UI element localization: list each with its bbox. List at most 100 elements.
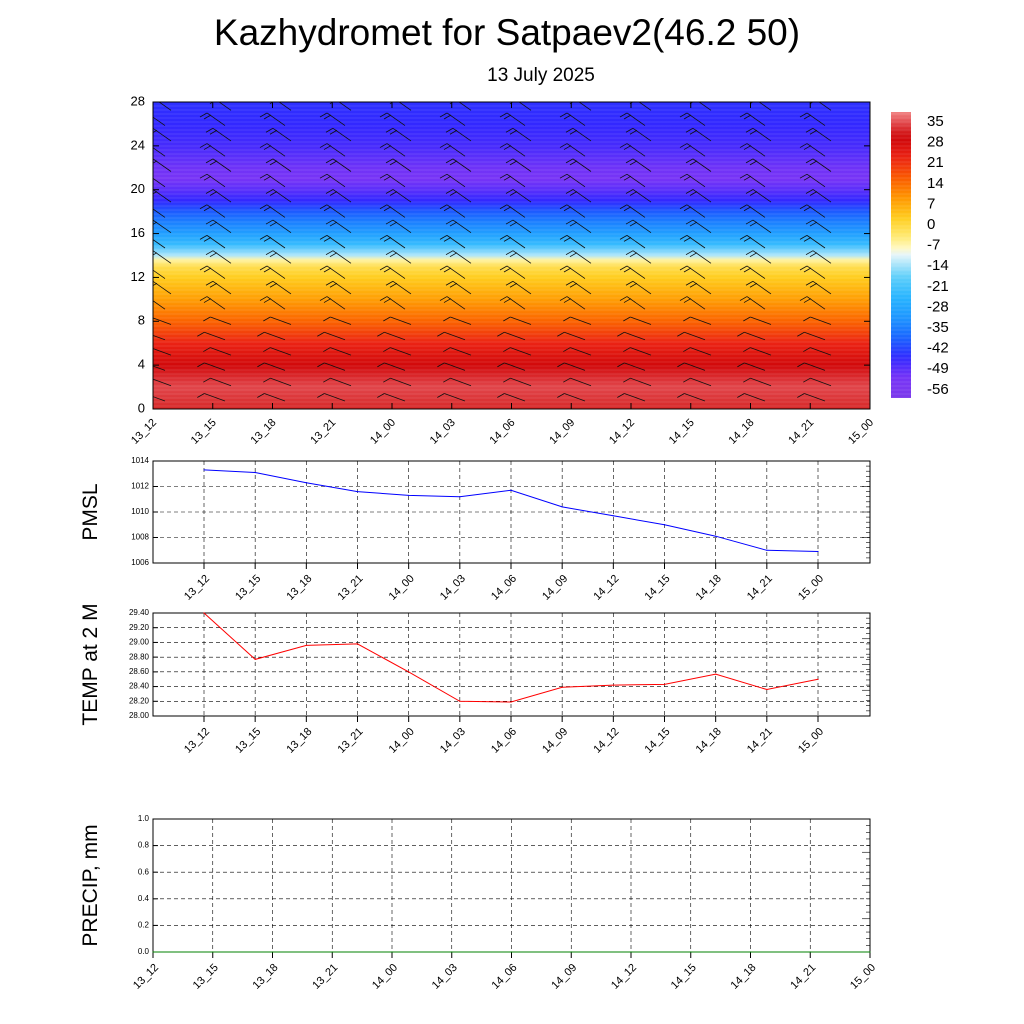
y-axis-label: PRECIP, mm <box>79 824 102 946</box>
wind-barb <box>439 112 466 126</box>
wind-barb <box>199 143 226 157</box>
wind-barb <box>319 143 346 157</box>
data-point <box>749 951 752 953</box>
wind-barb <box>203 377 232 387</box>
wind-barb <box>439 173 466 188</box>
wind-barb <box>379 143 406 157</box>
wind-barb <box>379 235 406 249</box>
y-tick-label: 28.00 <box>129 711 150 720</box>
colorbar-label: -7 <box>927 237 940 254</box>
wind-barb <box>153 365 166 371</box>
y-tick-label: 1012 <box>131 482 149 491</box>
x-tick-label: 14_21 <box>745 573 775 603</box>
y-tick-label: 1014 <box>131 456 149 465</box>
wind-barb <box>737 362 766 371</box>
wind-barb <box>503 316 532 325</box>
wind-barb <box>557 393 586 402</box>
wind-barb <box>259 173 286 188</box>
heatmap-y-axis: 0 4 8 12 16 20 24 28 <box>131 93 870 415</box>
wind-barb <box>565 127 592 142</box>
wind-barb <box>259 296 286 310</box>
x-tick-label: 13_21 <box>310 962 340 992</box>
x-tick-label: 14_18 <box>729 962 759 992</box>
wind-barb <box>745 189 772 203</box>
wind-barb <box>619 204 646 218</box>
wind-barb <box>319 296 346 310</box>
wind-barb <box>565 189 592 203</box>
wind-barb <box>325 189 352 203</box>
x-tick-label: 14_21 <box>788 962 818 992</box>
wind-barb <box>259 143 286 157</box>
x-tick-label: 14_09 <box>540 573 570 603</box>
wind-barb <box>263 377 292 387</box>
x-tick-label: 15_00 <box>848 962 878 992</box>
wind-barb <box>437 362 466 371</box>
wind-barb <box>743 347 772 356</box>
wind-barb <box>677 393 706 402</box>
x-tick-label: 13_12 <box>131 962 161 992</box>
colorbar-label: 21 <box>927 154 944 171</box>
wind-barb <box>499 265 526 279</box>
wind-barb <box>259 112 286 126</box>
data-point <box>271 951 274 953</box>
wind-barb <box>263 347 292 356</box>
wind-barb <box>805 250 832 264</box>
y-tick-label: 28.60 <box>129 667 150 676</box>
x-tick-label: 14_06 <box>489 573 519 603</box>
wind-barb <box>325 158 352 172</box>
wind-barb <box>625 280 652 295</box>
wind-barb <box>739 112 766 126</box>
wind-barb <box>679 296 706 310</box>
wind-barb <box>445 158 472 172</box>
data-point <box>510 951 513 953</box>
y-tick-label: 0 <box>138 400 145 415</box>
wind-barb <box>325 250 352 264</box>
colorbar-label: -21 <box>927 278 949 295</box>
wind-barb <box>259 204 286 218</box>
wind-barb <box>623 347 652 356</box>
data-point <box>356 643 359 645</box>
data-point <box>356 491 359 493</box>
x-tick-label: 14_06 <box>489 726 519 756</box>
colorbar-label: 7 <box>927 195 935 212</box>
wind-barb <box>685 250 712 264</box>
wind-barb <box>505 158 532 172</box>
wind-barb <box>199 265 226 279</box>
x-tick-label: 14_00 <box>387 573 417 603</box>
wind-barb <box>685 158 712 172</box>
wind-barb <box>799 265 826 279</box>
wind-barb <box>679 173 706 188</box>
wind-barb <box>619 235 646 249</box>
wind-barb <box>805 189 832 203</box>
wind-barb <box>439 296 466 310</box>
wind-barb <box>199 173 226 188</box>
x-tick-label: 13_21 <box>336 726 366 756</box>
wind-barb <box>745 127 772 142</box>
x-tick-label: 13_15 <box>233 573 263 603</box>
wind-barb <box>505 219 532 234</box>
wind-barb <box>497 393 526 402</box>
data-point <box>715 673 717 675</box>
data-point <box>459 700 461 702</box>
wind-barb <box>559 173 586 188</box>
x-tick-label: 14_00 <box>387 726 417 756</box>
wind-barb <box>623 316 652 325</box>
wind-barb <box>377 362 406 371</box>
wind-barb <box>499 173 526 188</box>
wind-barb <box>379 112 406 126</box>
wind-barb <box>323 377 352 387</box>
x-tick-label: 14_15 <box>643 573 673 603</box>
x-tick-label: 13_21 <box>336 573 366 603</box>
wind-barb <box>559 235 586 249</box>
colorbar-labels: 35 28 21 14 7 0 -7 -14 -21 -28 -35 -42 -49 -56 <box>927 113 949 398</box>
data-point <box>459 496 461 498</box>
wind-barb <box>563 377 592 387</box>
y-axis-label: PMSL <box>79 483 102 540</box>
wind-barb <box>319 112 346 126</box>
wind-barb <box>197 362 226 371</box>
wind-barb <box>317 393 346 402</box>
wind-barb <box>679 143 706 157</box>
wind-barb <box>153 239 166 249</box>
wind-barb <box>197 393 226 402</box>
wind-barb <box>625 250 652 264</box>
